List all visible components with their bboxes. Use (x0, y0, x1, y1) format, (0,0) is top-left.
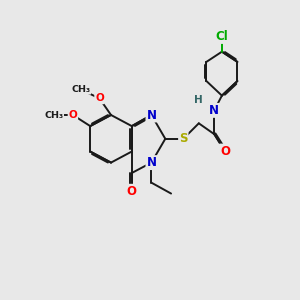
Text: Cl: Cl (215, 30, 228, 43)
Text: N: N (146, 109, 156, 122)
Text: CH₃: CH₃ (71, 85, 91, 94)
Text: O: O (127, 185, 137, 198)
Text: H: H (194, 95, 203, 105)
Text: N: N (146, 156, 156, 169)
Text: O: O (220, 145, 230, 158)
Text: S: S (179, 132, 188, 145)
Text: O: O (95, 93, 104, 103)
Text: N: N (209, 104, 219, 117)
Text: CH₃: CH₃ (44, 110, 64, 119)
Text: O: O (68, 110, 77, 120)
